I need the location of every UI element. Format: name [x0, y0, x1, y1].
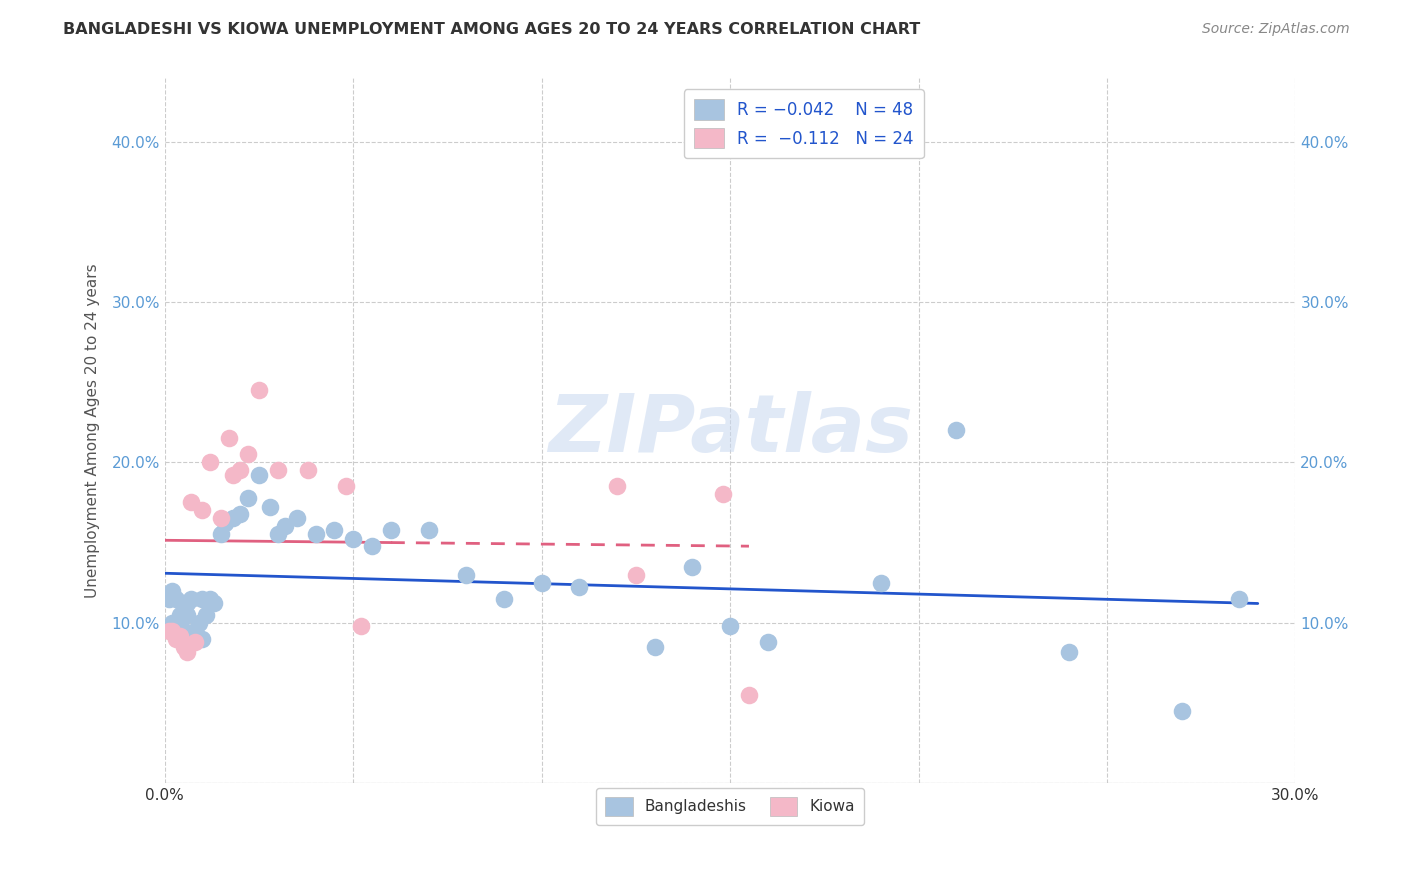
- Point: [606, 479, 628, 493]
- Point: [297, 463, 319, 477]
- Point: [361, 539, 384, 553]
- Point: [756, 635, 779, 649]
- Point: [169, 628, 191, 642]
- Point: [191, 632, 214, 646]
- Point: [718, 619, 741, 633]
- Point: [209, 527, 232, 541]
- Point: [229, 507, 252, 521]
- Text: ZIPatlas: ZIPatlas: [547, 392, 912, 469]
- Point: [259, 500, 281, 515]
- Text: Source: ZipAtlas.com: Source: ZipAtlas.com: [1202, 22, 1350, 37]
- Point: [568, 581, 591, 595]
- Point: [1059, 644, 1081, 658]
- Point: [711, 487, 734, 501]
- Point: [184, 635, 207, 649]
- Point: [247, 383, 270, 397]
- Point: [285, 511, 308, 525]
- Point: [173, 599, 195, 614]
- Point: [530, 575, 553, 590]
- Point: [157, 591, 180, 606]
- Point: [198, 455, 221, 469]
- Point: [180, 495, 202, 509]
- Point: [169, 607, 191, 622]
- Point: [335, 479, 357, 493]
- Point: [274, 519, 297, 533]
- Point: [202, 596, 225, 610]
- Point: [157, 624, 180, 638]
- Point: [173, 624, 195, 638]
- Point: [195, 607, 218, 622]
- Point: [162, 624, 184, 638]
- Point: [247, 468, 270, 483]
- Point: [165, 624, 187, 638]
- Point: [644, 640, 666, 654]
- Point: [218, 431, 240, 445]
- Point: [191, 591, 214, 606]
- Point: [198, 591, 221, 606]
- Point: [738, 688, 761, 702]
- Point: [180, 591, 202, 606]
- Point: [456, 567, 478, 582]
- Point: [169, 632, 191, 646]
- Point: [165, 632, 187, 646]
- Point: [342, 533, 364, 547]
- Point: [176, 596, 198, 610]
- Point: [187, 615, 209, 630]
- Text: BANGLADESHI VS KIOWA UNEMPLOYMENT AMONG AGES 20 TO 24 YEARS CORRELATION CHART: BANGLADESHI VS KIOWA UNEMPLOYMENT AMONG …: [63, 22, 921, 37]
- Point: [229, 463, 252, 477]
- Point: [870, 575, 893, 590]
- Point: [418, 523, 440, 537]
- Point: [380, 523, 402, 537]
- Point: [1171, 704, 1194, 718]
- Point: [945, 423, 967, 437]
- Point: [214, 516, 236, 531]
- Point: [184, 624, 207, 638]
- Point: [162, 615, 184, 630]
- Point: [191, 503, 214, 517]
- Point: [304, 527, 326, 541]
- Point: [236, 447, 259, 461]
- Point: [350, 619, 373, 633]
- Point: [209, 511, 232, 525]
- Y-axis label: Unemployment Among Ages 20 to 24 years: Unemployment Among Ages 20 to 24 years: [86, 263, 100, 598]
- Point: [176, 644, 198, 658]
- Legend: Bangladeshis, Kiowa: Bangladeshis, Kiowa: [596, 788, 865, 825]
- Point: [221, 468, 243, 483]
- Point: [681, 559, 703, 574]
- Point: [1227, 591, 1250, 606]
- Point: [162, 583, 184, 598]
- Point: [323, 523, 346, 537]
- Point: [165, 591, 187, 606]
- Point: [221, 511, 243, 525]
- Point: [176, 607, 198, 622]
- Point: [624, 567, 647, 582]
- Point: [173, 640, 195, 654]
- Point: [267, 527, 290, 541]
- Point: [267, 463, 290, 477]
- Point: [492, 591, 515, 606]
- Point: [236, 491, 259, 505]
